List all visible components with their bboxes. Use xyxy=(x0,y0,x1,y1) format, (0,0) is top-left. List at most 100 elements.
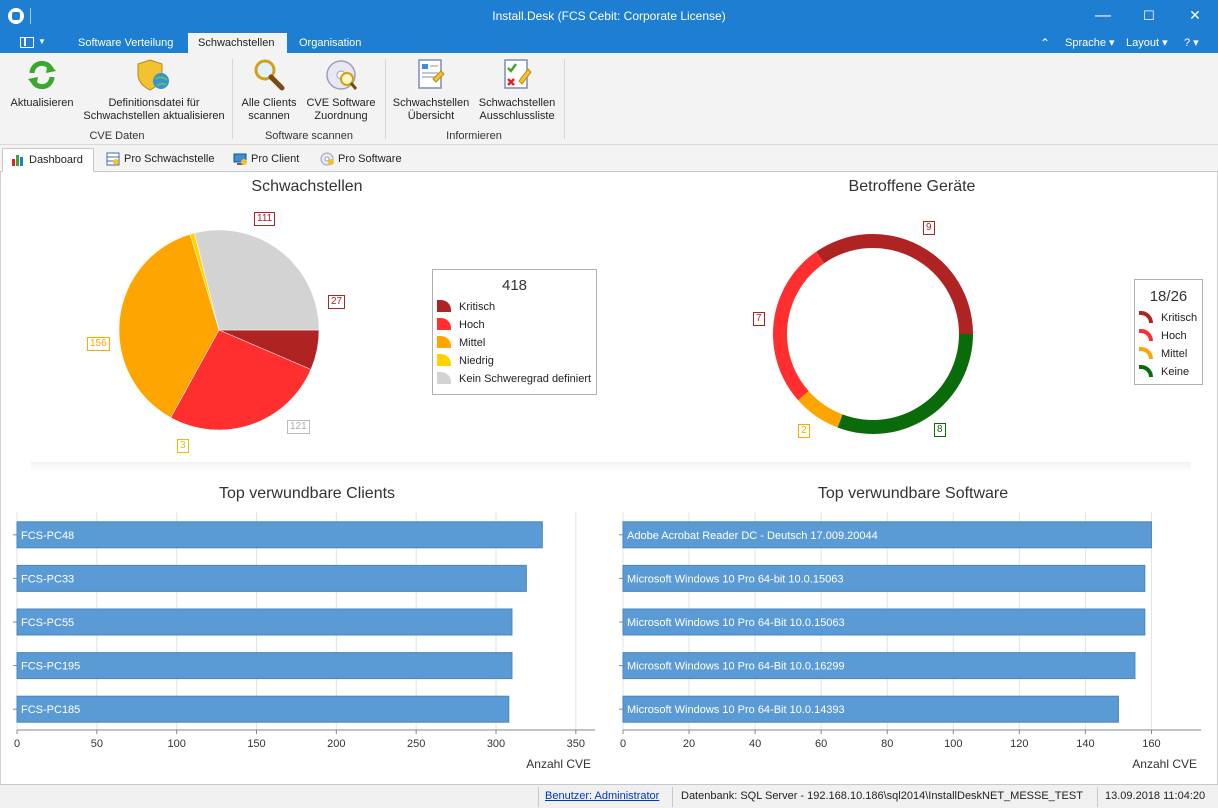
bar[interactable] xyxy=(16,521,543,549)
legend-label: Hoch xyxy=(1161,330,1187,342)
bar[interactable] xyxy=(622,521,1152,549)
maximize-button[interactable]: ☐ xyxy=(1143,8,1155,23)
bar[interactable] xyxy=(16,695,510,723)
legend-swatch xyxy=(1139,365,1153,377)
chart-title-top-software: Top verwundbare Software xyxy=(817,485,1009,502)
bar-label: FCS-PC33 xyxy=(21,573,74,585)
tab-software-verteilung[interactable]: Software Verteilung xyxy=(78,37,174,49)
tab-dashboard[interactable]: Dashboard xyxy=(2,148,94,172)
software-disc-icon xyxy=(320,152,334,166)
ribbon: Aktualisieren Definitionsdatei für Schwa… xyxy=(0,53,1218,145)
donut-segment-hoch xyxy=(773,251,825,401)
bar[interactable] xyxy=(622,608,1146,636)
title-bar: Install.Desk (FCS Cebit: Corporate Licen… xyxy=(0,0,1218,33)
tab-pro-client[interactable]: Pro Client xyxy=(225,148,309,172)
legend-label: Kritisch xyxy=(1161,312,1198,324)
tab-pro-software[interactable]: Pro Software xyxy=(312,148,412,172)
status-separator xyxy=(538,787,539,807)
legend-item: Hoch xyxy=(1135,327,1202,345)
update-definitions-label-2: Schwachstellen aktualisieren xyxy=(83,110,225,122)
legend-label: Keine xyxy=(1161,366,1190,378)
tab-pro-software-label: Pro Software xyxy=(338,153,402,165)
x-tick-label: 0 xyxy=(620,738,626,750)
bar[interactable] xyxy=(16,652,513,680)
bar-label: FCS-PC195 xyxy=(21,661,80,673)
legend-total: 18/26 xyxy=(1149,288,1188,305)
legend-swatch xyxy=(437,318,451,330)
computer-icon xyxy=(233,153,247,165)
data-label-hoch: 7 xyxy=(753,312,765,326)
chart-title-top-clients: Top verwundbare Clients xyxy=(218,485,396,502)
bar-label: Microsoft Windows 10 Pro 64-Bit 10.0.162… xyxy=(627,661,845,673)
group-label-software-scannen: Software scannen xyxy=(264,130,354,142)
group-label-informieren: Informieren xyxy=(446,130,502,142)
scan-all-clients-label-1: Alle Clients xyxy=(241,97,297,109)
bar-label: Microsoft Windows 10 Pro 64-bit 10.0.150… xyxy=(627,573,843,585)
app-icon[interactable] xyxy=(8,8,24,24)
data-label-mittel: 2 xyxy=(798,424,810,438)
refresh-button[interactable]: Aktualisieren xyxy=(8,57,76,110)
data-label-kritisch: 9 xyxy=(923,221,935,235)
data-label-keine: 8 xyxy=(934,423,946,437)
x-axis-label: Anzahl CVE xyxy=(1132,757,1197,771)
cve-software-mapping-button[interactable]: CVE Software Zuordnung xyxy=(304,57,378,123)
view-tabs: Dashboard Pro Schwachstelle Pro Client P… xyxy=(0,145,1218,172)
data-label-kritisch: 27 xyxy=(328,295,346,309)
bar-chart-icon xyxy=(12,155,23,166)
legend-total: 418 xyxy=(501,277,528,294)
x-tick-label: 120 xyxy=(1010,738,1028,750)
x-tick-label: 350 xyxy=(567,738,585,750)
data-label-niedrig: 3 xyxy=(177,439,189,453)
bar-label: Adobe Acrobat Reader DC - Deutsch 17.009… xyxy=(627,530,878,542)
tab-schwachstellen[interactable]: Schwachstellen xyxy=(188,33,287,53)
bar-label: Microsoft Windows 10 Pro 64-Bit 10.0.150… xyxy=(627,617,845,629)
x-tick-label: 160 xyxy=(1142,738,1160,750)
tab-pro-schwachstelle[interactable]: Pro Schwachstelle xyxy=(98,148,225,172)
legend-swatch xyxy=(437,300,451,312)
x-tick-label: 50 xyxy=(91,738,103,750)
data-label-hoch: 111 xyxy=(254,212,276,226)
x-tick-label: 250 xyxy=(407,738,425,750)
bar[interactable] xyxy=(622,564,1146,592)
report-icon xyxy=(418,59,445,89)
update-definitions-button[interactable]: Definitionsdatei für Schwachstellen aktu… xyxy=(82,57,226,123)
tab-organisation[interactable]: Organisation xyxy=(299,37,362,49)
group-separator xyxy=(564,59,565,139)
language-menu[interactable]: Sprache ▾ xyxy=(1065,37,1115,49)
bar[interactable] xyxy=(16,564,527,592)
file-menu-button[interactable]: ▼ xyxy=(14,35,48,51)
minimize-button[interactable]: — xyxy=(1095,7,1111,24)
data-label-mittel: 156 xyxy=(87,337,110,351)
chart-title-betroffene-geraete: Betroffene Geräte xyxy=(848,178,976,195)
window-title: Install.Desk (FCS Cebit: Corporate Licen… xyxy=(492,9,726,23)
group-separator xyxy=(385,59,386,139)
vulnerability-pie-chart xyxy=(118,229,320,431)
dashboard-panel: Schwachstellen 111 27 156 3 121 418 Krit… xyxy=(0,172,1218,784)
bar[interactable] xyxy=(622,695,1119,723)
vulnerability-overview-button[interactable]: Schwachstellen Übersicht xyxy=(390,57,472,123)
close-button[interactable]: ✕ xyxy=(1189,7,1201,23)
legend-swatch xyxy=(437,336,451,348)
section-divider xyxy=(31,462,1191,472)
user-link[interactable]: Benutzer: Administrator xyxy=(545,790,659,802)
user-link-text[interactable]: Benutzer: Administrator xyxy=(545,790,660,802)
legend-swatch xyxy=(1139,329,1153,341)
bar-label: Microsoft Windows 10 Pro 64-Bit 10.0.143… xyxy=(627,704,845,716)
x-tick-label: 40 xyxy=(749,738,761,750)
legend-swatch xyxy=(437,354,451,366)
bar[interactable] xyxy=(16,608,513,636)
donut-segment-mittel xyxy=(798,391,843,428)
help-menu[interactable]: ? ▾ xyxy=(1184,37,1199,49)
x-tick-label: 20 xyxy=(683,738,695,750)
layout-menu[interactable]: Layout ▾ xyxy=(1126,37,1168,49)
scan-all-clients-button[interactable]: Alle Clients scannen xyxy=(238,57,300,123)
exclusion-list-button[interactable]: Schwachstellen Ausschlussliste xyxy=(476,57,558,123)
bar[interactable] xyxy=(622,652,1136,680)
bar-label: FCS-PC185 xyxy=(21,704,80,716)
bar-label: FCS-PC48 xyxy=(21,530,74,542)
legend-item: Kein Schweregrad definiert xyxy=(433,370,596,388)
status-separator xyxy=(1097,787,1098,807)
legend-swatch xyxy=(437,372,451,384)
collapse-ribbon-button[interactable]: ⌃ xyxy=(1040,36,1051,50)
chevron-down-icon: ▼ xyxy=(38,37,46,46)
